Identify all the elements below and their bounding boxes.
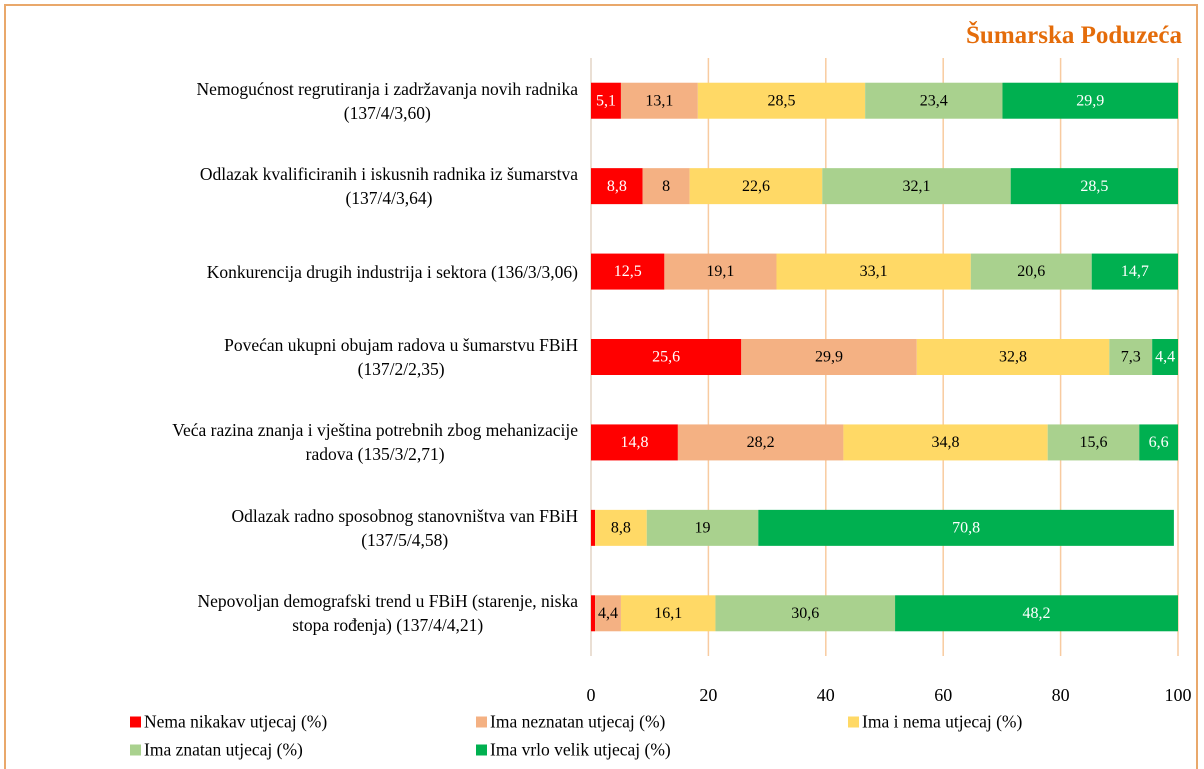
- data-label: 70,8: [952, 520, 980, 537]
- data-label: 14,8: [620, 434, 648, 451]
- data-label: 4,4: [598, 605, 618, 622]
- x-tick-label: 0: [587, 685, 596, 705]
- x-tick-label: 80: [1052, 685, 1070, 705]
- bar-segment: [1047, 424, 1140, 461]
- bar-segment: [620, 82, 698, 119]
- data-label: 12,5: [614, 263, 642, 280]
- x-tick-label: 100: [1165, 685, 1192, 705]
- legend-label: Ima neznatan utjecaj (%): [490, 711, 666, 732]
- data-label: 25,6: [652, 349, 680, 366]
- bar-segment: [1152, 339, 1178, 375]
- legend-swatch: [848, 716, 859, 728]
- bar-segment: [591, 253, 665, 290]
- frame: [4, 4, 1198, 769]
- data-label: 32,8: [999, 349, 1027, 366]
- bar-segment: [895, 595, 1178, 632]
- data-label: 8: [662, 178, 670, 195]
- bar-segment: [776, 253, 971, 290]
- bar-segment: [591, 82, 621, 119]
- bar-segment: [591, 339, 742, 375]
- data-label: 19,1: [706, 263, 734, 280]
- legend-swatch: [130, 744, 141, 756]
- bar-segment: [620, 595, 716, 632]
- y-tick-label: Odlazak kvalificiranih i iskusnih radnik…: [199, 164, 578, 209]
- legend-item: Ima i nema utjecaj (%): [848, 712, 1022, 733]
- data-label: 33,1: [860, 263, 888, 280]
- legend-swatch: [476, 716, 487, 728]
- bar-segment: [970, 253, 1092, 290]
- data-label: 7,3: [1121, 349, 1141, 366]
- bar-segment: [591, 424, 678, 461]
- data-label: 29,9: [1076, 92, 1104, 109]
- y-tick-label: Nemogućnost regrutiranja i zadržavanja n…: [196, 78, 578, 123]
- legend-swatch: [476, 744, 487, 756]
- data-label: 19: [695, 520, 711, 537]
- data-label: 6,6: [1149, 434, 1169, 451]
- bar-segment: [664, 253, 777, 290]
- legend-label: Ima i nema utjecaj (%): [862, 711, 1023, 732]
- bar-segment: [843, 424, 1048, 461]
- data-label: 14,7: [1121, 263, 1149, 280]
- legend-label: Nema nikakav utjecaj (%): [144, 711, 328, 732]
- data-label: 5,1: [596, 92, 616, 109]
- data-label: 29,9: [815, 349, 843, 366]
- data-label: 34,8: [932, 434, 960, 451]
- bar-segment: [865, 82, 1003, 119]
- data-label: 32,1: [902, 178, 930, 195]
- bar-segment: [595, 509, 647, 546]
- data-label: 28,5: [1080, 178, 1108, 195]
- data-label: 4,4: [1155, 349, 1175, 366]
- y-tick-label: Veća razina znanja i vještina potrebnih …: [172, 420, 578, 465]
- bar-segment: [1109, 339, 1153, 375]
- bar-segment: [697, 82, 866, 119]
- data-label: 22,6: [742, 178, 770, 195]
- bar-segment: [741, 339, 917, 375]
- bar-segment: [822, 168, 1011, 205]
- legend-item: Nema nikakav utjecaj (%): [130, 712, 327, 733]
- legend-label: Ima znatan utjecaj (%): [144, 739, 303, 760]
- bar-segment: [916, 339, 1110, 375]
- bar-segment: [591, 595, 596, 632]
- legend-label: Ima vrlo velik utjecaj (%): [490, 739, 671, 760]
- bar-segment: [591, 509, 596, 546]
- data-label: 16,1: [654, 605, 682, 622]
- data-label: 28,2: [747, 434, 775, 451]
- data-label: 8,8: [607, 178, 627, 195]
- data-label: 48,2: [1023, 605, 1051, 622]
- data-label: 8,8: [611, 520, 631, 537]
- legend-item: Ima vrlo velik utjecaj (%): [476, 740, 671, 761]
- legend-swatch: [130, 716, 141, 728]
- bar-segment: [1139, 424, 1178, 461]
- x-tick-label: 20: [699, 685, 717, 705]
- legend-item: Ima znatan utjecaj (%): [130, 740, 303, 761]
- x-tick-label: 40: [817, 685, 835, 705]
- bar-segment: [677, 424, 844, 461]
- data-label: 15,6: [1079, 434, 1107, 451]
- y-tick-label: Povećan ukupni obujam radova u šumarstvu…: [224, 335, 578, 379]
- legend-item: Ima neznatan utjecaj (%): [476, 712, 665, 733]
- data-label: 13,1: [645, 92, 673, 109]
- data-label: 23,4: [920, 92, 948, 109]
- y-tick-label: Nepovoljan demografski trend u FBiH (sta…: [197, 591, 578, 636]
- data-label: 30,6: [791, 605, 819, 622]
- data-label: 28,5: [767, 92, 795, 109]
- chart-title: Šumarska Poduzeća: [966, 22, 1182, 49]
- y-tick-label: Konkurencija drugih industrija i sektora…: [206, 261, 578, 282]
- bar-segment: [646, 509, 759, 546]
- bar-segment: [642, 168, 690, 205]
- x-tick-label: 60: [934, 685, 952, 705]
- bar-segment: [1002, 82, 1178, 119]
- bar-segment: [591, 168, 643, 205]
- bar-segment: [758, 509, 1174, 546]
- y-tick-label: Odlazak radno sposobnog stanovništva van…: [231, 505, 578, 550]
- bar-segment: [715, 595, 896, 632]
- data-label: 20,6: [1017, 263, 1045, 280]
- bar-segment: [689, 168, 823, 205]
- bar-segment: [1091, 253, 1178, 290]
- bar-segment: [595, 595, 621, 632]
- bar-segment: [1010, 168, 1178, 205]
